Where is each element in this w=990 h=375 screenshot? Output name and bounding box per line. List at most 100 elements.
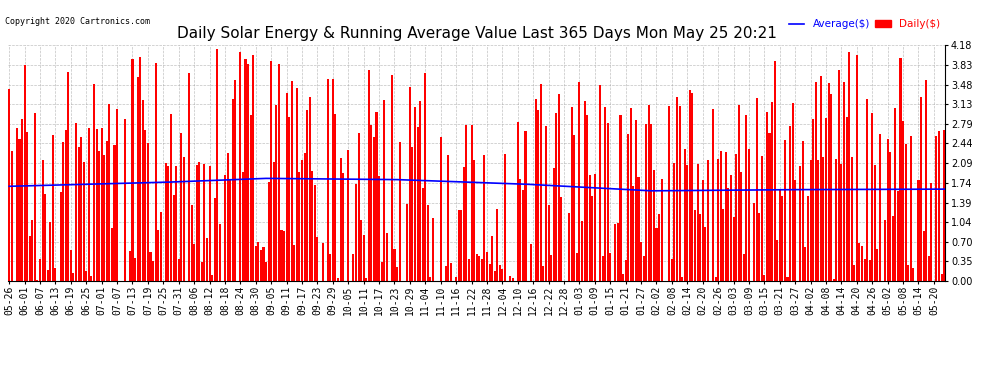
Bar (373, 136, 375, 281)
Bar (535, 99, 537, 281)
Bar (430, 277, 432, 281)
Bar (543, 266, 545, 281)
Bar (347, 150, 349, 281)
Bar (240, 52, 242, 281)
Bar (257, 242, 259, 281)
Bar (638, 177, 640, 281)
Bar (270, 61, 272, 281)
Bar (509, 276, 511, 281)
Bar (779, 190, 781, 281)
Bar (360, 220, 362, 281)
Bar (747, 149, 750, 281)
Bar (370, 124, 372, 281)
Bar (427, 205, 429, 281)
Bar (188, 73, 190, 281)
Bar (926, 80, 928, 281)
Bar (920, 97, 922, 281)
Bar (871, 113, 873, 281)
Bar (825, 118, 827, 281)
Bar (396, 267, 398, 281)
Bar (538, 110, 540, 281)
Bar (723, 209, 725, 281)
Bar (159, 211, 161, 281)
Bar (157, 230, 159, 281)
Bar (617, 223, 619, 281)
Bar (16, 128, 18, 281)
Bar (499, 265, 501, 281)
Bar (62, 142, 64, 281)
Text: Copyright 2020 Cartronics.com: Copyright 2020 Cartronics.com (5, 17, 149, 26)
Bar (943, 130, 945, 281)
Bar (823, 157, 825, 281)
Bar (229, 180, 231, 281)
Bar (462, 167, 465, 281)
Bar (260, 250, 262, 281)
Bar (224, 175, 226, 281)
Bar (414, 108, 416, 281)
Bar (887, 140, 889, 281)
Bar (771, 102, 773, 281)
Bar (291, 81, 293, 281)
Bar (576, 253, 578, 281)
Bar (599, 85, 601, 281)
Bar (252, 56, 254, 281)
Bar (815, 82, 817, 281)
Bar (643, 256, 644, 281)
Bar (419, 101, 421, 281)
Bar (108, 104, 111, 281)
Bar (517, 122, 519, 281)
Bar (219, 224, 221, 281)
Bar (306, 110, 308, 281)
Bar (465, 125, 467, 281)
Bar (165, 163, 167, 281)
Bar (918, 180, 920, 281)
Bar (422, 188, 424, 281)
Bar (594, 174, 596, 281)
Bar (861, 246, 863, 281)
Bar (501, 270, 503, 281)
Bar (760, 156, 763, 281)
Bar (604, 107, 606, 281)
Bar (673, 163, 675, 281)
Bar (39, 259, 41, 281)
Bar (386, 233, 388, 281)
Bar (892, 216, 894, 281)
Bar (214, 198, 216, 281)
Bar (190, 204, 193, 281)
Bar (647, 105, 649, 281)
Bar (425, 74, 427, 281)
Bar (375, 112, 377, 281)
Bar (278, 64, 280, 281)
Bar (242, 172, 244, 281)
Bar (855, 55, 858, 281)
Bar (812, 119, 814, 281)
Bar (85, 271, 87, 281)
Bar (149, 252, 151, 281)
Bar (786, 277, 788, 281)
Bar (940, 274, 942, 281)
Bar (322, 243, 324, 281)
Bar (625, 260, 627, 281)
Bar (570, 107, 573, 281)
Bar (327, 80, 329, 281)
Bar (301, 160, 303, 281)
Bar (309, 97, 311, 281)
Bar (652, 170, 655, 281)
Bar (742, 254, 744, 281)
Bar (818, 160, 820, 281)
Bar (288, 117, 290, 281)
Bar (80, 137, 82, 281)
Bar (715, 278, 717, 281)
Bar (491, 236, 493, 281)
Bar (794, 180, 796, 281)
Bar (337, 278, 339, 281)
Bar (478, 256, 480, 281)
Bar (201, 262, 203, 281)
Bar (196, 165, 198, 281)
Bar (468, 259, 470, 281)
Bar (730, 175, 732, 281)
Bar (193, 244, 195, 281)
Bar (47, 270, 49, 281)
Bar (473, 160, 475, 281)
Bar (792, 102, 794, 281)
